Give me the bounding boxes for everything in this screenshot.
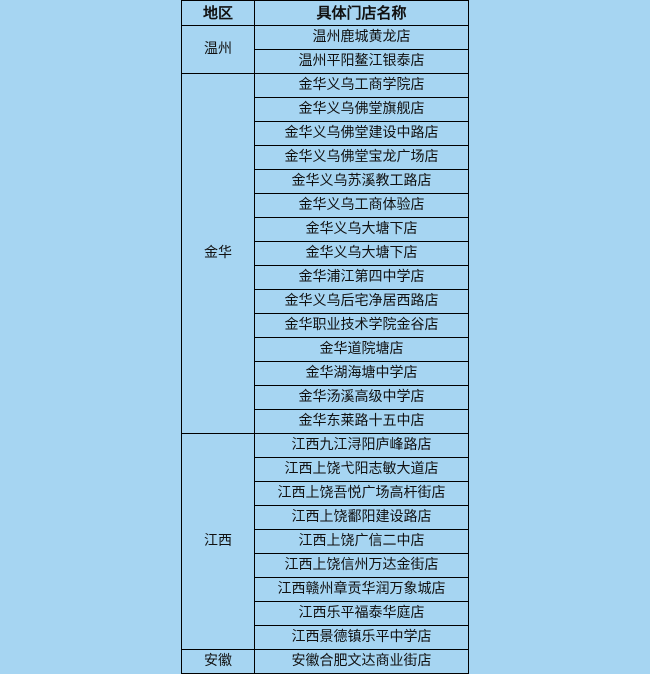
table-row: 江西赣州章贡华润万象城店 xyxy=(182,577,469,602)
table-row: 安徽 安徽合肥文达商业街店 xyxy=(181,649,469,674)
store-cell: 金华义乌佛堂建设中路店 xyxy=(254,121,469,146)
store-cell: 江西上饶吾悦广场高杆街店 xyxy=(254,481,469,506)
table-row: 金华义乌大塘下店 xyxy=(182,217,469,242)
table-row: 金华道院塘店 xyxy=(182,337,469,362)
table-row: 金华湖海塘中学店 xyxy=(182,361,469,386)
table-row: 江西上饶吾悦广场高杆街店 xyxy=(182,481,469,506)
store-cell: 江西上饶鄱阳建设路店 xyxy=(254,505,469,530)
store-cell: 金华浦江第四中学店 xyxy=(254,265,469,290)
store-cell: 安徽合肥文达商业街店 xyxy=(254,649,469,674)
store-cell: 金华义乌佛堂旗舰店 xyxy=(254,97,469,122)
store-cell: 金华义乌后宅净居西路店 xyxy=(254,289,469,314)
store-table: 地区 具体门店名称 温州 温州鹿城黄龙店 温州平阳鳌江银泰店 金华 金华义乌工商学院店金… xyxy=(181,0,469,674)
table-row: 金华义乌佛堂旗舰店 xyxy=(182,97,469,122)
region-cell: 温州 xyxy=(181,25,255,74)
header-cell: 具体门店名称 xyxy=(254,0,469,26)
store-cell: 金华义乌大塘下店 xyxy=(254,241,469,266)
table-row: 温州平阳鳌江银泰店 xyxy=(182,49,469,74)
table-row: 金华东莱路十五中店 xyxy=(182,409,469,434)
store-cell: 金华东莱路十五中店 xyxy=(254,409,469,434)
store-cell: 金华义乌工商学院店 xyxy=(254,73,469,98)
table-row: 金华汤溪高级中学店 xyxy=(182,385,469,410)
header-cell: 地区 xyxy=(181,0,255,26)
store-cell: 江西九江浔阳庐峰路店 xyxy=(254,433,469,458)
table-row: 金华浦江第四中学店 xyxy=(182,265,469,290)
store-cell: 江西乐平福泰华庭店 xyxy=(254,601,469,626)
table-row: 金华义乌工商体验店 xyxy=(182,193,469,218)
table-row: 温州 温州鹿城黄龙店 xyxy=(181,25,469,74)
header-row: 地区 具体门店名称 xyxy=(181,0,469,26)
store-cell: 金华义乌大塘下店 xyxy=(254,217,469,242)
region-cell: 金华 xyxy=(181,73,255,434)
store-cell: 温州平阳鳌江银泰店 xyxy=(254,49,469,74)
store-cell: 金华义乌佛堂宝龙广场店 xyxy=(254,145,469,170)
table-row: 金华义乌大塘下店 xyxy=(182,241,469,266)
region-cell: 安徽 xyxy=(181,649,255,674)
table-row: 江西上饶信州万达金街店 xyxy=(182,553,469,578)
store-cell: 金华道院塘店 xyxy=(254,337,469,362)
store-cell: 金华义乌苏溪教工路店 xyxy=(254,169,469,194)
table-body: 温州 温州鹿城黄龙店 温州平阳鳌江银泰店 金华 金华义乌工商学院店 金华义乌佛堂旗舰店 金华… xyxy=(181,25,469,674)
store-cell: 江西景德镇乐平中学店 xyxy=(254,625,469,650)
store-cell: 金华职业技术学院金谷店 xyxy=(254,313,469,338)
region-cell: 江西 xyxy=(181,433,255,650)
table-row: 金华义乌后宅净居西路店 xyxy=(182,289,469,314)
store-cell: 江西上饶广信二中店 xyxy=(254,529,469,554)
store-cell: 金华汤溪高级中学店 xyxy=(254,385,469,410)
table-row: 金华职业技术学院金谷店 xyxy=(182,313,469,338)
store-cell: 江西上饶弋阳志敏大道店 xyxy=(254,457,469,482)
store-cell: 温州鹿城黄龙店 xyxy=(254,25,469,50)
table-row: 金华义乌苏溪教工路店 xyxy=(182,169,469,194)
table-row: 江西 江西九江浔阳庐峰路店 xyxy=(181,433,469,650)
table-row: 金华 金华义乌工商学院店 xyxy=(181,73,469,434)
store-cell: 江西上饶信州万达金街店 xyxy=(254,553,469,578)
store-cell: 金华湖海塘中学店 xyxy=(254,361,469,386)
store-cell: 金华义乌工商体验店 xyxy=(254,193,469,218)
store-cell: 江西赣州章贡华润万象城店 xyxy=(254,577,469,602)
table-row: 金华义乌佛堂宝龙广场店 xyxy=(182,145,469,170)
table-row: 江西上饶弋阳志敏大道店 xyxy=(182,457,469,482)
